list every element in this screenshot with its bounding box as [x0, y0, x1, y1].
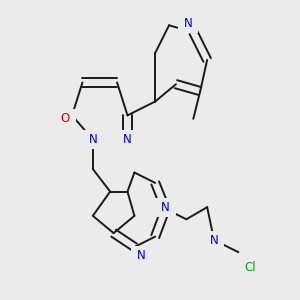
- FancyBboxPatch shape: [82, 130, 103, 149]
- Text: O: O: [61, 112, 70, 125]
- FancyBboxPatch shape: [117, 130, 138, 149]
- Text: N: N: [161, 201, 170, 214]
- FancyBboxPatch shape: [55, 109, 76, 128]
- Text: Cl: Cl: [244, 261, 256, 274]
- FancyBboxPatch shape: [236, 258, 265, 277]
- Text: N: N: [137, 249, 146, 262]
- FancyBboxPatch shape: [155, 198, 176, 217]
- FancyBboxPatch shape: [204, 230, 224, 250]
- Text: N: N: [123, 133, 132, 146]
- FancyBboxPatch shape: [131, 246, 152, 265]
- Text: N: N: [210, 234, 218, 247]
- Text: N: N: [184, 17, 193, 30]
- Text: N: N: [88, 133, 97, 146]
- FancyBboxPatch shape: [178, 14, 199, 33]
